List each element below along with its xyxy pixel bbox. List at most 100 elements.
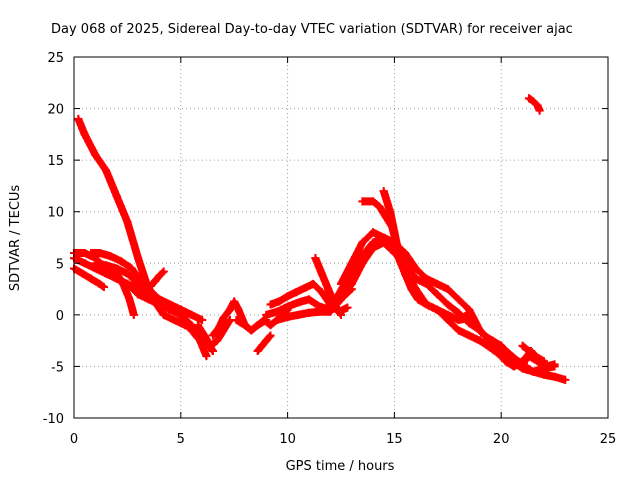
data-point <box>422 274 431 283</box>
data-point <box>208 346 217 355</box>
data-point <box>465 331 474 340</box>
x-tick-label: 15 <box>386 432 403 447</box>
data-point <box>529 97 538 106</box>
data-point <box>486 343 495 352</box>
series-arc-10 <box>193 316 234 350</box>
data-point <box>539 357 548 366</box>
data-point <box>422 300 431 309</box>
data-point <box>112 192 121 201</box>
data-point <box>155 295 164 304</box>
data-point <box>213 336 222 345</box>
data-series <box>70 94 570 384</box>
y-tick-label: 25 <box>47 51 64 66</box>
data-point <box>198 316 207 325</box>
data-point <box>262 310 271 319</box>
series-track <box>358 197 474 324</box>
data-point <box>315 307 324 316</box>
y-tick-label: 15 <box>47 154 64 169</box>
series-arc-11 <box>232 316 271 335</box>
data-point <box>443 310 452 319</box>
data-point <box>87 274 96 283</box>
axis-ticks <box>73 56 609 419</box>
data-point <box>240 321 249 330</box>
data-point <box>334 290 343 299</box>
data-point <box>535 106 544 115</box>
data-point <box>413 295 422 304</box>
data-point <box>275 297 284 306</box>
data-point <box>326 307 335 316</box>
data-point <box>529 367 538 376</box>
data-point <box>507 357 516 366</box>
data-point <box>347 279 356 288</box>
data-point <box>311 254 320 263</box>
data-point <box>454 326 463 335</box>
data-point <box>394 248 403 257</box>
data-point <box>337 279 345 288</box>
data-point <box>516 362 525 371</box>
data-point <box>433 305 442 314</box>
data-point <box>193 321 202 330</box>
data-point <box>125 295 134 304</box>
data-point <box>343 303 352 312</box>
data-point <box>95 279 104 288</box>
data-point <box>206 341 215 350</box>
plot-frame <box>73 56 609 419</box>
series-arc-19 <box>358 197 474 325</box>
data-point <box>375 202 384 211</box>
data-point <box>379 187 388 196</box>
data-point <box>102 166 111 175</box>
data-point <box>369 228 378 237</box>
data-point <box>99 283 108 292</box>
data-point <box>309 279 318 288</box>
data-point <box>134 285 143 294</box>
series-arc-24 <box>518 341 548 366</box>
x-tick-label: 0 <box>70 432 78 447</box>
x-tick-labels: 0 5 10 15 20 25 <box>70 432 616 447</box>
data-point <box>253 346 262 355</box>
data-point <box>542 362 551 371</box>
data-point <box>155 271 164 280</box>
data-point <box>219 313 228 322</box>
data-point <box>497 341 506 350</box>
y-tick-label: 10 <box>47 206 64 221</box>
data-point <box>524 94 533 103</box>
data-point <box>317 288 326 297</box>
data-point <box>272 307 281 316</box>
data-point <box>524 346 533 355</box>
data-point <box>531 352 540 361</box>
data-point <box>358 197 367 206</box>
data-point <box>95 248 104 257</box>
data-point <box>294 298 303 307</box>
data-point <box>505 350 514 359</box>
data-point <box>134 254 143 263</box>
data-point <box>112 264 121 273</box>
x-tick-label: 10 <box>279 432 296 447</box>
data-point <box>262 336 271 345</box>
data-point <box>454 316 463 325</box>
data-point <box>465 305 474 314</box>
data-point <box>407 285 416 294</box>
data-point <box>475 336 484 345</box>
data-point <box>454 295 463 304</box>
data-point <box>181 321 190 330</box>
data-point <box>369 197 378 206</box>
data-point <box>326 300 335 309</box>
series-arc-4 <box>70 264 108 292</box>
series-arc-7 <box>123 279 196 319</box>
data-point <box>129 310 138 319</box>
data-point <box>219 326 228 335</box>
data-point <box>454 308 463 317</box>
data-point <box>144 290 153 299</box>
data-point <box>358 238 367 247</box>
data-point <box>304 295 313 304</box>
data-point <box>266 331 275 340</box>
series-arc-12 <box>253 331 275 355</box>
data-point <box>146 281 155 290</box>
data-point <box>379 233 388 242</box>
data-point <box>324 285 333 294</box>
data-point <box>87 248 96 257</box>
y-tick-label: 5 <box>56 257 64 272</box>
data-point <box>127 264 136 273</box>
data-point <box>411 264 420 273</box>
x-tick-label: 25 <box>600 432 617 447</box>
